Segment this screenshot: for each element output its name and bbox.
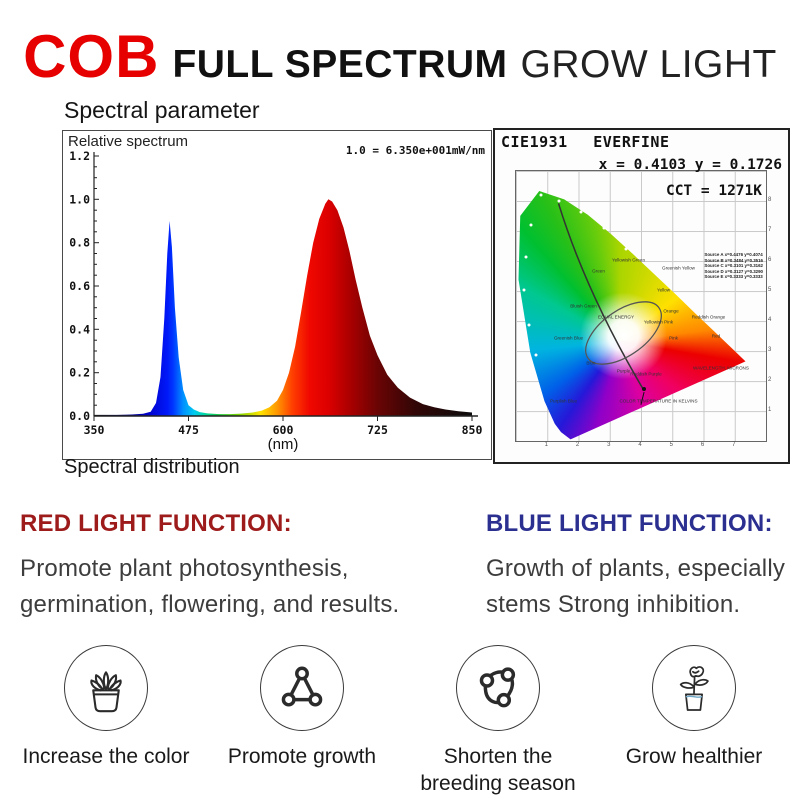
feature-shorten-season: Shorten the breeding season xyxy=(400,645,596,797)
feature-promote-growth: Promote growth xyxy=(204,645,400,797)
cie-source-legend: Source A x=0.4476 y=0.4074 Source B x=0.3… xyxy=(704,252,763,280)
spectrum-chart-title: Relative spectrum xyxy=(68,133,189,150)
blue-function-line1: Growth of plants, especially xyxy=(486,555,786,582)
feature-grow-healthier: Grow healthier xyxy=(596,645,792,797)
cie-xy-readout: x = 0.4103 y = 0.1726 xyxy=(598,157,782,173)
red-function-line1: Promote plant photosynthesis, xyxy=(20,555,349,582)
svg-text:1.0: 1.0 xyxy=(69,192,90,206)
svg-text:1.2: 1.2 xyxy=(69,149,90,163)
svg-text:0.8: 0.8 xyxy=(69,236,90,250)
feature-increase-color: Increase the color xyxy=(8,645,204,797)
cie-vendor: EVERFINE xyxy=(593,133,670,151)
flower-pot-icon xyxy=(652,645,736,731)
svg-text:0.4: 0.4 xyxy=(69,322,90,336)
spectrum-scale-note: 1.0 = 6.350e+001mW/nm xyxy=(345,144,485,157)
feature-label: Increase the color xyxy=(22,745,190,768)
cie-header: CIE1931 EVERFINE xyxy=(501,133,670,151)
red-function-heading: RED LIGHT FUNCTION: xyxy=(20,510,292,537)
spectral-parameter-label: Spectral parameter xyxy=(64,97,260,123)
cie-chromaticity-panel: CIE1931 EVERFINE x = 0.4103 y = 0.1726 C… xyxy=(493,128,790,464)
blue-light-function-section: BLUE LIGHT FUNCTION: Growth of plants, e… xyxy=(486,510,791,623)
feature-label: Promote growth xyxy=(227,745,377,768)
svg-text:725: 725 xyxy=(367,423,388,437)
title-light-text: GROW LIGHT xyxy=(520,43,777,86)
measured-point-marker xyxy=(642,387,647,392)
cie-locus-lines xyxy=(557,203,662,391)
cie-cct-readout: CCT = 1271K xyxy=(665,183,762,199)
svg-text:0.0: 0.0 xyxy=(69,409,90,423)
svg-text:350: 350 xyxy=(84,423,105,437)
svg-text:0.6: 0.6 xyxy=(69,279,90,293)
brand-text: COB xyxy=(23,23,160,90)
spectrum-area-chart: 0.0 0.2 0.4 0.6 0.8 1.0 1.2 350 475 600 725 850 (nm) xyxy=(69,149,483,453)
svg-text:(nm): (nm) xyxy=(268,436,299,453)
molecule-icon xyxy=(260,645,344,731)
feature-label: Shorten the breeding season xyxy=(420,745,576,795)
blue-function-line2: stems Strong inhibition. xyxy=(486,591,741,618)
svg-text:0.2: 0.2 xyxy=(69,366,90,380)
blue-function-heading: BLUE LIGHT FUNCTION: xyxy=(486,510,773,537)
svg-text:600: 600 xyxy=(273,423,294,437)
cie-diagram: Source A x=0.4476 y=0.4074 Source B x=0.3… xyxy=(515,170,767,442)
cie-title: CIE1931 xyxy=(501,133,568,151)
svg-text:850: 850 xyxy=(462,423,483,437)
spectral-distribution-label: Spectral distribution xyxy=(64,456,240,478)
feature-label: Grow healthier xyxy=(625,745,763,768)
spectrum-chart-panel: Relative spectrum 1.0 = 6.350e+001mW/nm … xyxy=(62,130,492,460)
red-light-function-section: RED LIGHT FUNCTION: Promote plant photos… xyxy=(20,510,470,623)
red-function-line2: germination, flowering, and results. xyxy=(20,591,400,618)
feature-row: Increase the color Promote growth xyxy=(8,645,792,797)
svg-text:475: 475 xyxy=(178,423,199,437)
title-bold-text: FULL SPECTRUM xyxy=(172,43,508,86)
cycle-icon xyxy=(456,645,540,731)
page-title: COB FULL SPECTRUM GROW LIGHT xyxy=(0,22,800,91)
succulent-pot-icon xyxy=(64,645,148,731)
